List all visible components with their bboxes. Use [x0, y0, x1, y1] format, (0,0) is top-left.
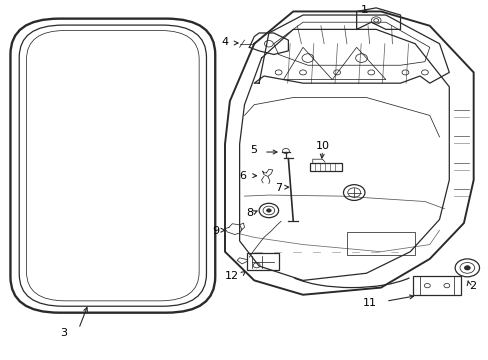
- Circle shape: [266, 209, 271, 212]
- Bar: [246, 253, 278, 270]
- Circle shape: [464, 266, 469, 270]
- Text: 10: 10: [315, 141, 329, 151]
- Text: 12: 12: [224, 271, 238, 281]
- Text: 2: 2: [468, 281, 475, 291]
- Text: 11: 11: [363, 298, 377, 308]
- Text: 3: 3: [61, 328, 67, 338]
- Text: 7: 7: [274, 183, 282, 193]
- Bar: [310, 163, 341, 171]
- Bar: [346, 232, 414, 255]
- Text: 6: 6: [239, 171, 245, 181]
- Bar: [412, 276, 461, 296]
- Text: 4: 4: [222, 37, 228, 47]
- Text: 8: 8: [246, 208, 253, 218]
- Text: 5: 5: [250, 145, 257, 155]
- Text: 9: 9: [212, 226, 219, 236]
- Text: 1: 1: [360, 5, 366, 15]
